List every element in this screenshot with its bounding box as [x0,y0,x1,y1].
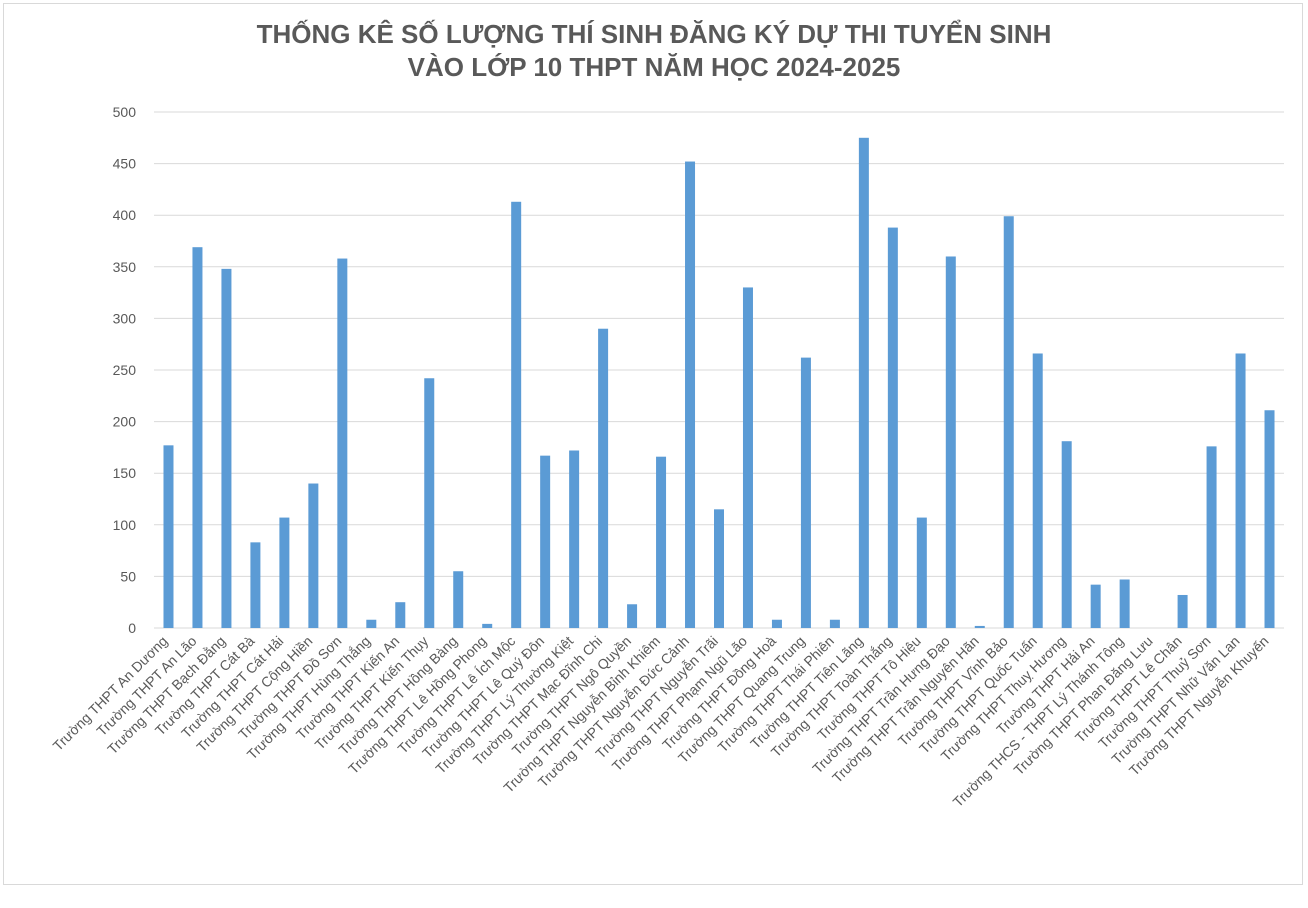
bar [337,258,348,628]
bar [858,137,869,629]
y-tick-label: 150 [113,465,137,481]
bar [424,378,435,628]
chart-title-line-1: THỐNG KÊ SỐ LƯỢNG THÍ SINH ĐĂNG KÝ DỰ TH… [256,19,1052,49]
bar [192,247,203,628]
y-tick-label: 200 [113,414,137,430]
y-tick-label: 400 [113,207,137,223]
y-tick-label: 0 [128,620,136,636]
chart-title: THỐNG KÊ SỐ LƯỢNG THÍ SINH ĐĂNG KÝ DỰ TH… [0,18,1308,84]
bar [1003,216,1014,628]
bar [308,483,319,628]
bar [221,268,232,628]
bar [482,623,493,628]
bar [1032,353,1043,628]
bar [771,619,782,628]
y-tick-label: 50 [120,568,136,584]
bar [945,256,956,628]
bar [800,357,811,628]
bar [887,227,898,629]
bar [916,517,927,628]
y-tick-label: 500 [113,104,137,120]
bar [540,455,551,628]
bar [829,619,840,628]
bar [1264,410,1275,628]
bar [685,161,696,628]
bar [1177,594,1188,628]
bar [511,201,522,628]
bar [366,619,377,628]
bar [742,287,753,628]
bar [1206,446,1217,628]
bar [279,517,290,628]
chart-frame [3,3,1303,885]
y-tick-label: 100 [113,517,137,533]
chart-title-line-2: VÀO LỚP 10 THPT NĂM HỌC 2024-2025 [407,52,901,82]
bar [1061,441,1072,628]
bar [1090,584,1101,628]
bar [627,604,638,628]
bar [453,571,464,628]
x-tick-label: Trường THPT An Dương [50,633,171,754]
bar [598,328,609,628]
bar [1235,353,1246,628]
bar [395,602,406,628]
bar [974,625,985,628]
bar [714,509,724,628]
bar [656,456,667,628]
bar [569,450,580,628]
bar [250,542,261,628]
y-tick-label: 250 [113,362,137,378]
bar [1119,579,1130,628]
bar [163,445,174,628]
y-tick-label: 450 [113,156,137,172]
y-tick-label: 300 [113,310,137,326]
y-tick-label: 350 [113,259,137,275]
